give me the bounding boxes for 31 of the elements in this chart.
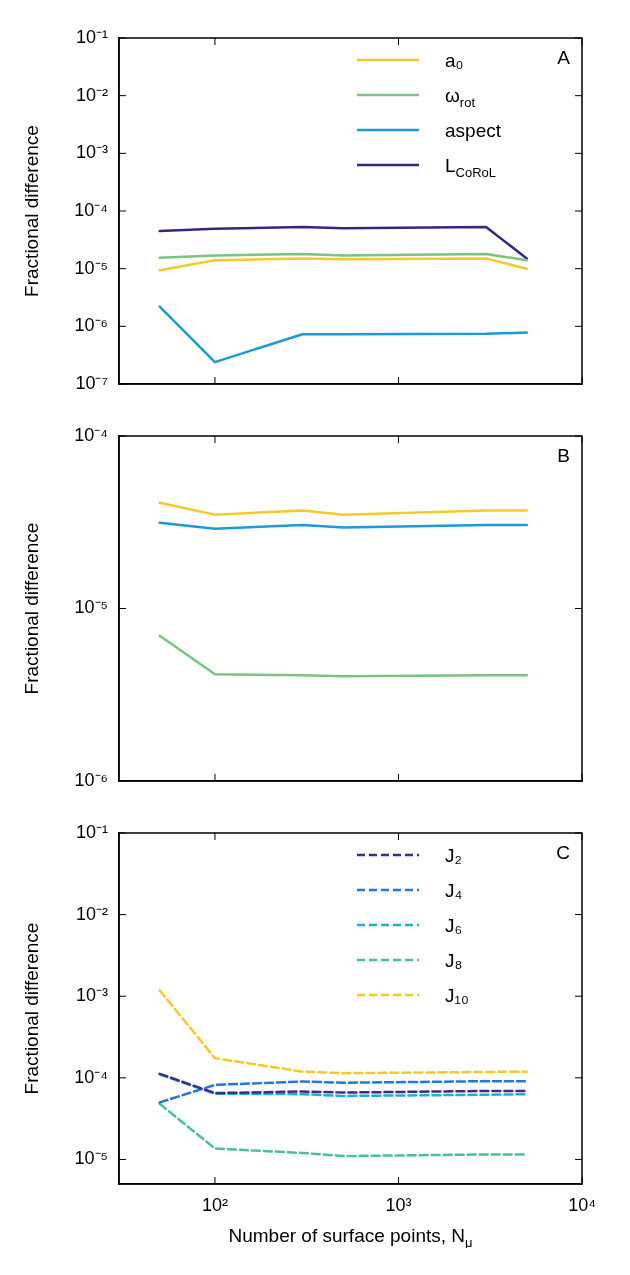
legend-label: J₆ [445,915,463,936]
y-tick-label: 10⁻³ [75,142,109,163]
y-tick-label: 10⁻⁶ [74,315,108,336]
legend-label: a₀ [445,50,464,71]
legend-label: aspect [445,120,502,141]
y-axis-title: Fractional difference [21,125,42,297]
x-tick-label: 10² [201,1194,228,1215]
y-tick-label: 10⁻⁵ [74,597,108,618]
y-tick-label: 10⁻³ [75,985,109,1006]
annotation: A [557,47,571,68]
y-axis-title: Fractional difference [21,922,42,1095]
y-tick-label: 10⁻⁵ [74,1148,108,1169]
legend-label: J₂ [445,845,462,866]
x-tick-label: 10⁴ [568,1194,596,1215]
legend-label: J₄ [445,880,463,901]
y-tick-label: 10⁻⁶ [74,769,108,790]
x-tick-label: 10³ [385,1194,412,1215]
legend-label: J₈ [445,950,463,971]
annotation: C [556,842,571,863]
annotation: B [557,445,571,466]
y-tick-label: 10⁻⁵ [74,257,108,278]
y-tick-label: 10⁻² [75,84,109,105]
y-tick-label: 10⁻⁴ [74,199,108,220]
y-tick-label: 10⁻¹ [75,821,109,842]
y-tick-label: 10⁻⁴ [74,1066,108,1087]
y-tick-label: 10⁻² [75,903,109,924]
legend-label: J₁₀ [445,985,469,1006]
y-tick-label: 10⁻⁷ [75,372,108,393]
y-tick-label: 10⁻⁴ [74,424,108,445]
y-tick-label: 10⁻¹ [75,26,109,47]
y-axis-title: Fractional difference [21,522,42,695]
